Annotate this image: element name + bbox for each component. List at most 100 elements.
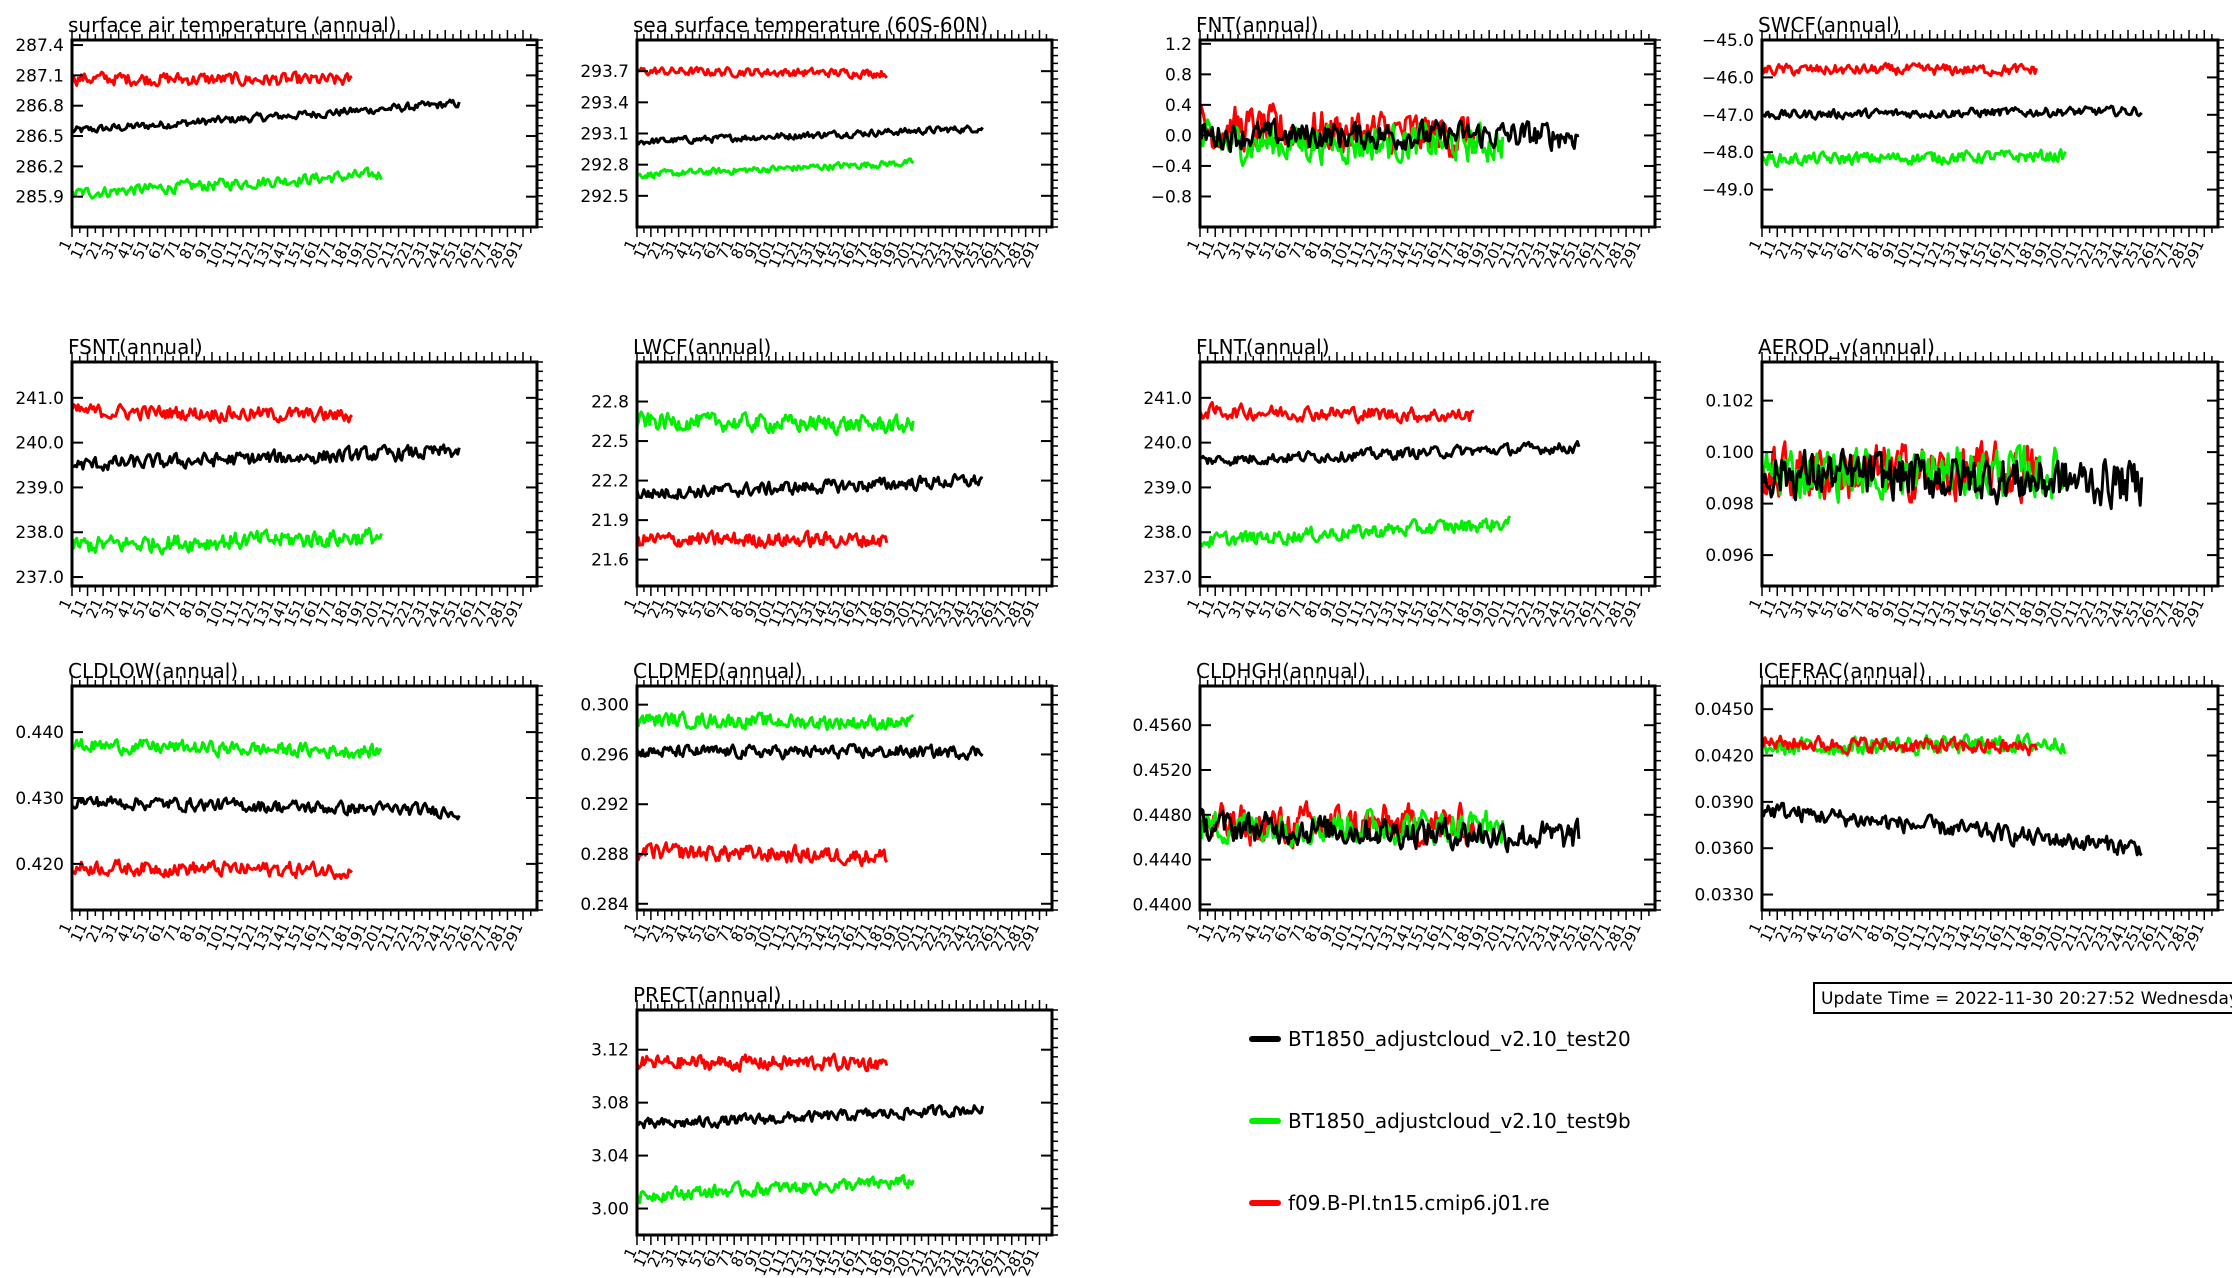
y-tick-label: 287.4 bbox=[15, 36, 64, 56]
y-tick-label: 286.2 bbox=[15, 157, 64, 177]
y-tick-label: −48.0 bbox=[1702, 143, 1754, 163]
series-line bbox=[71, 795, 461, 821]
y-tick-label: 0.0450 bbox=[1695, 700, 1754, 720]
plot-frame bbox=[1198, 360, 1657, 588]
chart-title: ICEFRAC(annual) bbox=[1758, 659, 1926, 683]
legend: BT1850_adjustcloud_v2.10_test20 BT1850_ad… bbox=[1249, 1027, 1631, 1215]
chart-title: LWCF(annual) bbox=[633, 335, 771, 359]
chart-title: FLNT(annual) bbox=[1196, 335, 1330, 359]
series-line bbox=[70, 70, 353, 88]
y-tick-label: 293.4 bbox=[580, 93, 629, 113]
plot-frame bbox=[70, 38, 539, 229]
chart-panel: AEROD_v(annual)0.1020.1000.0980.09611121… bbox=[1705, 335, 2224, 630]
y-tick-label: 0.440 bbox=[15, 723, 64, 743]
plot-frame bbox=[1198, 684, 1657, 912]
plot-frame bbox=[635, 360, 1054, 588]
legend-label: BT1850_adjustcloud_v2.10_test20 bbox=[1288, 1027, 1631, 1051]
y-tick-label: 0.102 bbox=[1705, 392, 1754, 412]
chart-panel: ICEFRAC(annual)0.0450 0.0420 0.0390 0.0360 0… bbox=[1695, 659, 2224, 954]
y-tick-label: −47.0 bbox=[1702, 106, 1754, 126]
y-tick-label: −49.0 bbox=[1702, 181, 1754, 201]
series-line bbox=[636, 710, 915, 731]
series-line bbox=[70, 403, 354, 424]
y-tick-label: 0.4520 bbox=[1133, 761, 1192, 781]
chart-panel: PRECT(annual)3.123.083.043.0011121314151… bbox=[591, 983, 1058, 1278]
y-tick-label: 0.296 bbox=[580, 745, 629, 765]
series-line bbox=[1761, 61, 2038, 78]
series-line bbox=[1198, 515, 1511, 549]
y-tick-label: 0.0360 bbox=[1695, 839, 1754, 859]
series-line bbox=[70, 166, 383, 200]
chart-title: CLDMED(annual) bbox=[633, 659, 803, 683]
y-tick-label: 22.8 bbox=[591, 393, 629, 413]
series-line bbox=[1199, 117, 1580, 154]
series-line bbox=[70, 858, 353, 881]
y-tick-label: 292.5 bbox=[580, 187, 629, 207]
series-line bbox=[636, 124, 984, 146]
chart-title: sea surface temperature (60S-60N) bbox=[633, 13, 988, 37]
y-tick-label: 3.00 bbox=[591, 1200, 629, 1220]
y-tick-label: 0.288 bbox=[580, 845, 629, 865]
y-tick-label: 287.1 bbox=[15, 66, 64, 86]
chart-panel: FLNT(annual)241.0240.0239.0238.0237.0111… bbox=[1143, 335, 1661, 630]
y-tick-label: 239.0 bbox=[1143, 478, 1192, 498]
y-tick-label: 0.300 bbox=[580, 696, 629, 716]
series-line bbox=[635, 410, 915, 437]
series-line bbox=[70, 98, 461, 134]
y-tick-label: 0.4560 bbox=[1133, 716, 1192, 736]
plot-frame bbox=[1760, 38, 2220, 229]
series-line bbox=[635, 1174, 915, 1205]
plot-frame bbox=[70, 360, 539, 588]
y-tick-label: 3.08 bbox=[591, 1094, 629, 1114]
series-line bbox=[1199, 118, 1505, 167]
chart-panel: LWCF(annual)22.822.522.221.921.611121314… bbox=[591, 335, 1058, 630]
series-line bbox=[71, 737, 383, 760]
series-line bbox=[1198, 102, 1476, 159]
chart-panel: SWCF(annual)−45.0−46.0−47.0−48.0−49.0111… bbox=[1702, 13, 2224, 271]
y-tick-label: 0.284 bbox=[580, 895, 629, 915]
series-line bbox=[70, 526, 383, 556]
plot-frame bbox=[635, 1008, 1054, 1237]
series-line bbox=[635, 157, 915, 180]
plot-frame bbox=[70, 684, 539, 912]
series-line bbox=[635, 742, 984, 761]
y-tick-label: −45.0 bbox=[1702, 31, 1754, 51]
y-tick-label: 0.430 bbox=[15, 789, 64, 809]
series-line bbox=[1760, 148, 2067, 169]
chart-panel: CLDHGH(annual) 0.4560 0.4520 0.4480 0.4440 0.… bbox=[1133, 659, 1661, 954]
series-line bbox=[1760, 734, 2038, 757]
series-line bbox=[1761, 104, 2143, 121]
y-tick-label: 0.8 bbox=[1165, 65, 1192, 85]
y-tick-label: 285.9 bbox=[15, 188, 64, 208]
series-line bbox=[1760, 447, 2144, 511]
chart-title: SWCF(annual) bbox=[1758, 13, 1900, 37]
y-tick-label: 293.1 bbox=[580, 125, 629, 145]
y-tick-label: 22.5 bbox=[591, 432, 629, 452]
chart-title: surface air temperature (annual) bbox=[68, 13, 396, 37]
series-line bbox=[635, 529, 889, 549]
chart-title: CLDLOW(annual) bbox=[68, 659, 238, 683]
y-tick-label: 0.4 bbox=[1165, 96, 1192, 116]
y-tick-label: −46.0 bbox=[1702, 68, 1754, 88]
series-line bbox=[635, 473, 984, 501]
chart-title: CLDHGH(annual) bbox=[1196, 659, 1366, 683]
series-line bbox=[1198, 400, 1475, 425]
y-tick-label: 0.0420 bbox=[1695, 747, 1754, 767]
y-tick-label: 3.04 bbox=[591, 1147, 629, 1167]
series-line bbox=[635, 65, 888, 80]
y-tick-label: 0.292 bbox=[580, 795, 629, 815]
y-tick-label: 237.0 bbox=[1143, 568, 1192, 588]
plot-frame bbox=[1760, 684, 2220, 912]
y-tick-label: 241.0 bbox=[15, 389, 64, 409]
y-tick-label: 293.7 bbox=[580, 62, 629, 82]
y-tick-label: 238.0 bbox=[1143, 523, 1192, 543]
chart-panel: surface air temperature (annual)287.4 287… bbox=[15, 13, 543, 271]
y-tick-label: 22.2 bbox=[591, 472, 629, 492]
series-line bbox=[635, 841, 889, 868]
series-line bbox=[1760, 801, 2143, 857]
series-line bbox=[1199, 440, 1581, 467]
chart-title: FNT(annual) bbox=[1196, 13, 1318, 37]
y-tick-label: 3.12 bbox=[591, 1041, 629, 1061]
y-tick-label: 0.096 bbox=[1705, 546, 1754, 566]
